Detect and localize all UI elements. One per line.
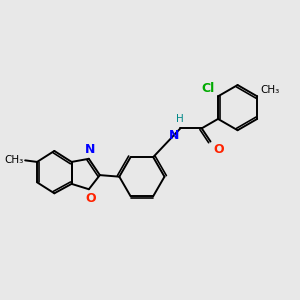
Text: O: O (213, 143, 224, 156)
Text: H: H (176, 114, 183, 124)
Text: CH₃: CH₃ (260, 85, 280, 95)
Text: N: N (85, 142, 96, 156)
Text: O: O (85, 192, 96, 206)
Text: N: N (169, 129, 179, 142)
Text: CH₃: CH₃ (4, 155, 24, 165)
Text: Cl: Cl (201, 82, 214, 95)
